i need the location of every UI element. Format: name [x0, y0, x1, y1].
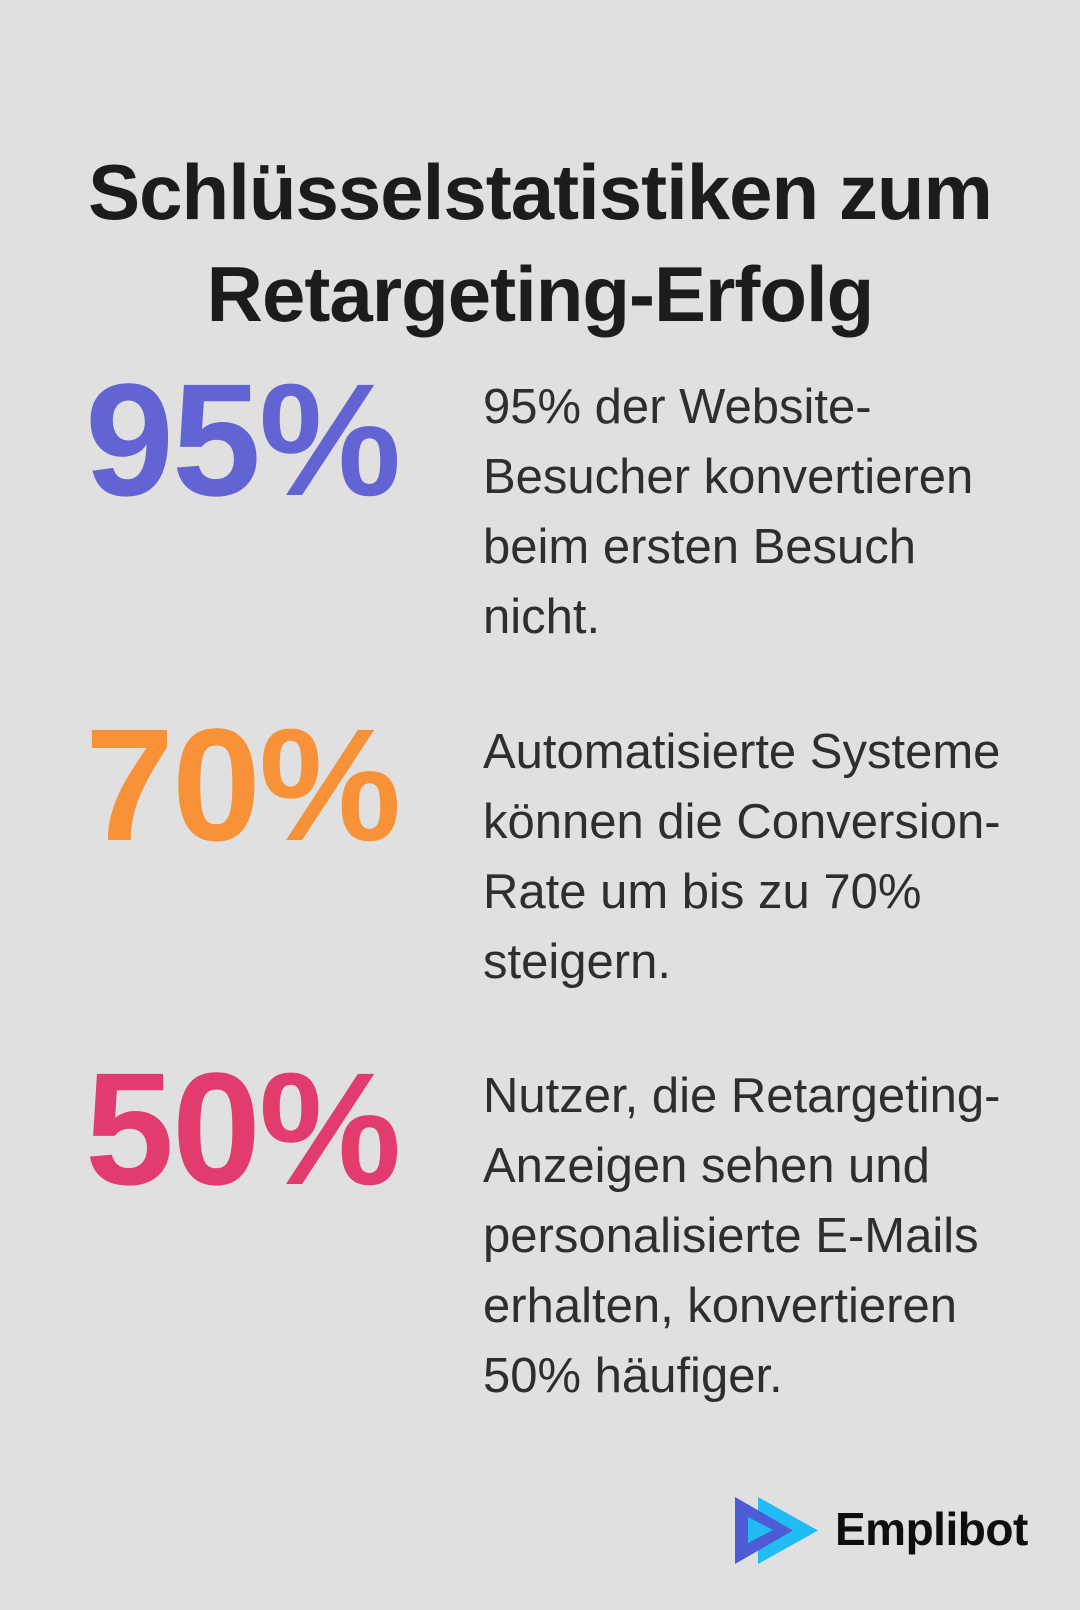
- stat-value-70: 70%: [85, 695, 401, 874]
- stat-value-50: 50%: [85, 1039, 401, 1218]
- stat-row-50: 50% Nutzer, die Retargeting-Anzeigen seh…: [85, 1049, 1023, 1411]
- emplibot-logo-text: Emplibot: [835, 1502, 1028, 1555]
- stat-description-50: Nutzer, die Retargeting-Anzeigen sehen u…: [483, 1069, 1001, 1403]
- page-title: Schlüsselstatistiken zum Retargeting-Erf…: [0, 141, 1080, 345]
- stat-row-95: 95% 95% der Website-Besucher konvertiere…: [85, 360, 1023, 652]
- stat-row-70: 70% Automatisierte Systeme können die Co…: [85, 705, 1023, 997]
- stat-description-95: 95% der Website-Besucher konvertieren be…: [483, 380, 974, 644]
- emplibot-logo: Emplibot: [735, 1497, 1028, 1564]
- emplibot-play-triangles-icon: [735, 1497, 818, 1564]
- stat-description-70: Automatisierte Systeme können die Conver…: [483, 725, 1001, 989]
- stat-value-95: 95%: [85, 350, 401, 529]
- page-title-line-2: Retargeting-Erfolg: [206, 250, 875, 339]
- page-title-line-1: Schlüsselstatistiken zum: [88, 148, 993, 237]
